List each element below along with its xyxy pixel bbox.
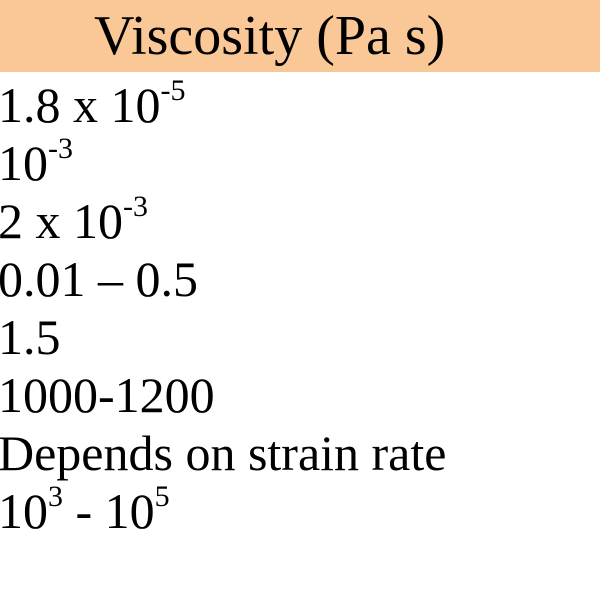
row-exponent: -3 [123, 190, 148, 224]
table-row: Depends on strain rate [0, 424, 446, 482]
row-value: 1000-1200 [0, 367, 215, 423]
row-exponent-2: 5 [154, 480, 170, 514]
row-exponent: -5 [160, 74, 186, 108]
table-row: 1000-1200 [0, 366, 215, 424]
table-header: Viscosity (Pa s) [0, 0, 600, 72]
row-value: 0.01 – 0.5 [0, 251, 198, 307]
table-row: 2 x 10-3 [0, 192, 148, 250]
row-value-suffix: - 10 [63, 483, 155, 539]
row-value: 1.8 x 10 [0, 77, 161, 133]
row-value: Depends on strain rate [0, 425, 447, 481]
table-row: 1.8 x 10-5 [0, 76, 186, 134]
table-row: 1.5 [0, 308, 61, 366]
row-exponent: 3 [48, 480, 63, 514]
table-row: 10-3 [0, 134, 73, 192]
row-value: 1.5 [0, 309, 61, 365]
header-title: Viscosity (Pa s) [94, 5, 446, 67]
row-exponent: -3 [48, 132, 73, 166]
table-row: 103 - 105 [0, 482, 170, 540]
row-value: 10 [0, 483, 48, 539]
table-row: 0.01 – 0.5 [0, 250, 198, 308]
row-value: 10 [0, 135, 48, 191]
row-value: 2 x 10 [0, 193, 123, 249]
